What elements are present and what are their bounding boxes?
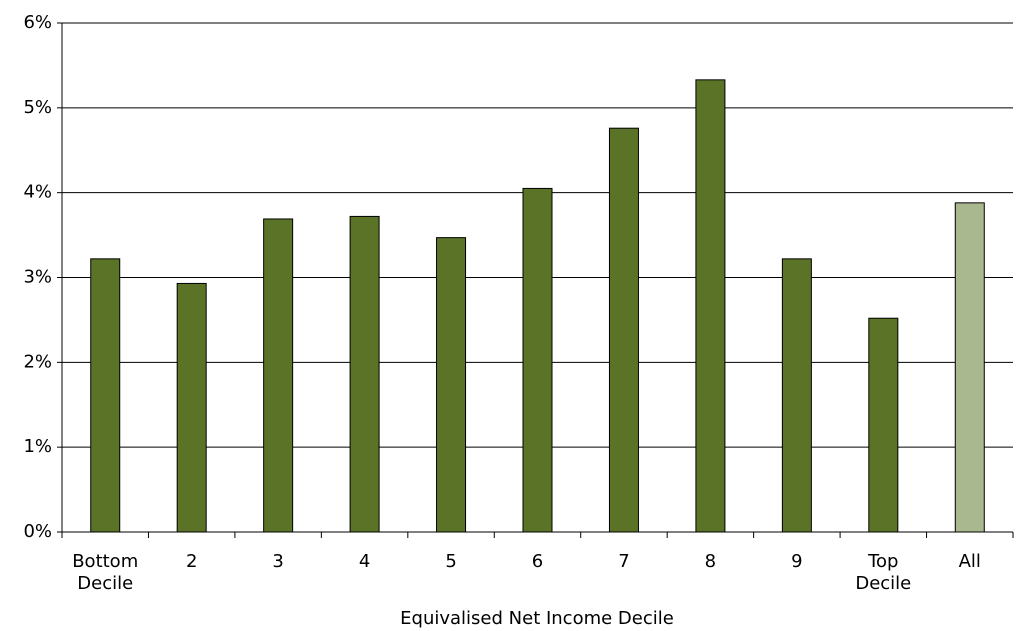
bar: [263, 218, 294, 533]
bar: [349, 215, 380, 533]
x-tick-label: Bottom Decile: [72, 551, 139, 594]
x-tick-label: 2: [185, 551, 198, 572]
y-tick-label: 1%: [23, 436, 52, 457]
bar: [868, 317, 899, 533]
bar: [608, 127, 639, 533]
x-tick-label: 6: [531, 551, 544, 572]
y-tick-label: 6%: [23, 12, 52, 33]
y-tick-label: 3%: [23, 267, 52, 288]
x-tick-label: 5: [445, 551, 457, 572]
x-tick-label: All: [958, 551, 981, 572]
bar: [176, 282, 207, 533]
bar: [954, 202, 985, 533]
x-tick-label: 8: [704, 551, 717, 572]
bar: [695, 79, 726, 533]
bar: [781, 258, 812, 533]
y-tick-label: 5%: [23, 97, 52, 118]
y-tick-label: 4%: [23, 182, 52, 203]
bar: [522, 187, 553, 533]
x-tick-label: Top Decile: [855, 551, 912, 594]
x-tick-label: 4: [358, 551, 371, 572]
y-tick-label: 0%: [23, 521, 52, 542]
x-tick-label: 7: [618, 551, 630, 572]
x-axis-title: Equivalised Net Income Decile: [400, 608, 674, 629]
x-tick-label: 9: [791, 551, 803, 572]
y-tick-label: 2%: [23, 351, 52, 372]
x-tick-label: 3: [272, 551, 284, 572]
bar: [90, 258, 121, 533]
bar: [436, 237, 467, 533]
